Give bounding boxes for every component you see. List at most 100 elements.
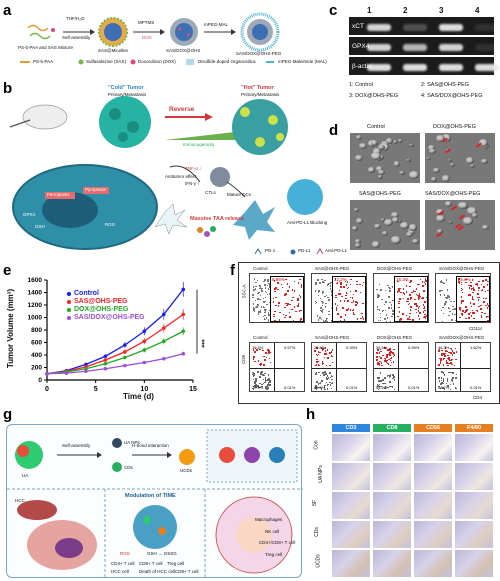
flow-dot <box>323 281 325 284</box>
flow-dot <box>410 306 412 309</box>
legend-lane-4: 4: SAS/DOX@OHS-PEG <box>421 93 483 99</box>
flow-dot <box>386 362 389 365</box>
legend-lane-1: 1: Control <box>349 82 373 88</box>
flow-dot <box>458 308 461 311</box>
y-tick-label: 1200 <box>28 302 43 309</box>
flow-dot <box>389 301 391 304</box>
flow-dot <box>259 311 261 313</box>
series-line <box>46 313 184 375</box>
flow-dot <box>345 284 348 286</box>
flow-dot <box>440 383 443 385</box>
mature-dcs-label: Mature DCs <box>227 192 252 197</box>
flow-dot <box>385 314 388 316</box>
flow-dot <box>391 385 394 388</box>
flow-dot <box>446 289 449 291</box>
flow-dot <box>418 293 421 295</box>
quadrant-value: 19.5% <box>252 345 264 350</box>
flow-dot <box>452 377 454 379</box>
flow-dot <box>389 349 391 351</box>
cell-blob <box>355 217 364 224</box>
flow-dot <box>331 378 334 381</box>
flow-dot <box>409 294 411 296</box>
flow-dot <box>419 295 421 298</box>
flow-dot <box>384 386 387 388</box>
flow-dot <box>383 357 386 360</box>
flow-dot <box>263 355 265 358</box>
flow-dot <box>255 285 257 288</box>
flow-dot <box>330 378 333 381</box>
flow-dot <box>335 294 337 297</box>
micro-title-dox: DOX@OHS-PEG <box>433 124 476 130</box>
flow-dot <box>440 379 443 382</box>
flow-dot <box>445 350 447 352</box>
flow-dot <box>316 381 318 383</box>
flow-dot <box>382 379 384 381</box>
flow-dot <box>446 350 448 353</box>
flow-dot <box>317 363 320 366</box>
flow-dot <box>487 305 490 307</box>
flow-dot <box>422 311 425 313</box>
flow-dot <box>415 288 418 290</box>
flow-dot <box>323 386 326 388</box>
flow-dot <box>257 360 260 362</box>
flow-dot <box>362 302 364 305</box>
ua-nps-label: UA NPs <box>124 440 140 445</box>
micrograph-dox <box>425 133 495 183</box>
flow-dot <box>443 304 446 306</box>
cell-blob <box>411 238 419 245</box>
cell-blob <box>470 163 476 168</box>
blot-band <box>475 44 499 51</box>
flow-dot <box>380 380 382 382</box>
flow-dot <box>477 289 480 292</box>
flow-dot <box>425 280 427 282</box>
flow-dot <box>445 301 447 303</box>
flow-dot <box>450 348 453 351</box>
flow-dot <box>408 316 411 318</box>
flow-dot <box>392 352 394 354</box>
flow-dot <box>441 353 443 355</box>
flow-dot <box>468 317 470 320</box>
flow-dot <box>448 359 451 361</box>
flow-dot <box>376 356 378 358</box>
flow-dot <box>450 352 452 354</box>
flow-dot <box>388 348 390 351</box>
legend-sasdox: SAS/DOX@OHS-PEG <box>74 314 145 321</box>
flow-dot <box>480 304 482 307</box>
y-tick-label: 1600 <box>28 277 43 284</box>
flow-dot <box>376 384 379 386</box>
flow-dot <box>465 306 467 308</box>
cell-blob <box>371 240 381 248</box>
flow-dot <box>418 297 420 299</box>
row-label-beta-actin: β-actin <box>352 63 372 70</box>
flow-dot <box>380 357 382 359</box>
cell-blob <box>378 144 385 150</box>
panel-label-a: a <box>3 2 12 19</box>
flow-dot <box>264 279 266 281</box>
flow-dot <box>409 285 411 288</box>
flow-dot <box>417 294 419 297</box>
flow-dot <box>252 286 255 288</box>
micro-title-sas: SAS@OHS-PEG <box>359 191 401 197</box>
blot-band <box>403 24 427 31</box>
flow-dot <box>405 285 408 287</box>
flow-dot <box>253 373 255 375</box>
flow-dot <box>340 286 342 288</box>
flow-dot <box>449 310 451 313</box>
flow-dot <box>389 359 392 362</box>
flow-plot-dc: 15.3% <box>373 273 429 323</box>
modulation-label: Modulation of TIME <box>125 493 176 499</box>
flow-dot <box>281 286 284 289</box>
legend-organosilica: Disulfide-doped Organosilica <box>198 59 256 64</box>
flow-dot <box>440 359 443 362</box>
flow-dot <box>263 301 265 303</box>
flow-dot <box>486 307 489 309</box>
flow-dot <box>377 363 379 366</box>
flow-dot <box>482 280 484 282</box>
flow-dot <box>268 357 271 360</box>
flow-dot <box>438 377 440 379</box>
ferroptosis-label: Ferroptosis <box>47 192 70 197</box>
flow-dot <box>351 297 354 299</box>
flow-dot <box>460 300 463 302</box>
flow-dot <box>329 364 331 367</box>
cell-blob <box>385 138 393 144</box>
